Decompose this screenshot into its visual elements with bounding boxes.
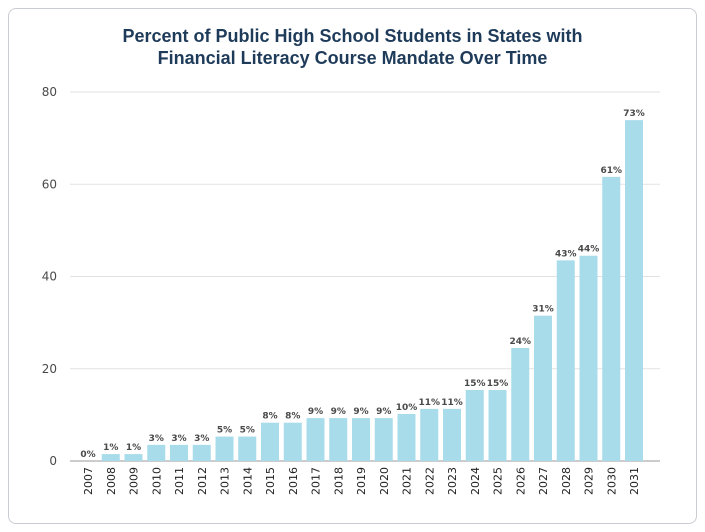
x-tick-label-2012: 2012 xyxy=(196,467,209,495)
bar-2020 xyxy=(374,418,393,461)
data-label-2017: 9% xyxy=(308,407,323,417)
y-axis: 0 20 40 60 80 xyxy=(42,85,57,468)
x-tick-label-2020: 2020 xyxy=(378,467,391,495)
bar-2017 xyxy=(306,418,325,461)
x-tick-label-2028: 2028 xyxy=(560,467,573,495)
x-tick-label-2025: 2025 xyxy=(492,467,505,495)
data-label-2028: 43% xyxy=(555,249,577,259)
x-tick-label-2008: 2008 xyxy=(105,467,118,495)
x-tick-label-2010: 2010 xyxy=(150,467,163,495)
bar-2019 xyxy=(352,418,370,461)
x-axis: 2007 2008 2009 2010 2011 2012 2013 2014 2015 2016… xyxy=(82,467,641,495)
data-label-2022: 11% xyxy=(418,398,440,408)
x-tick-label-2027: 2027 xyxy=(537,467,550,495)
chart-title: Percent of Public High School Students i… xyxy=(0,25,705,69)
bar-2021 xyxy=(397,413,416,461)
x-tick-label-2013: 2013 xyxy=(219,467,232,495)
data-label-2012: 3% xyxy=(194,434,209,444)
x-tick-label-2007: 2007 xyxy=(82,467,95,495)
bar-2030 xyxy=(602,176,621,461)
data-label-2007: 0% xyxy=(80,450,95,460)
x-tick-label-2018: 2018 xyxy=(332,467,345,495)
bar-2008 xyxy=(101,454,120,461)
x-tick-label-2011: 2011 xyxy=(173,467,186,495)
data-label-2015: 8% xyxy=(262,412,277,422)
data-label-2009: 1% xyxy=(126,443,141,453)
bar-2025 xyxy=(488,389,507,461)
bar-2014 xyxy=(238,436,257,461)
data-label-2029: 44% xyxy=(578,245,600,255)
data-label-2018: 9% xyxy=(331,407,346,417)
data-label-2010: 3% xyxy=(149,434,164,444)
y-tick-label: 80 xyxy=(42,85,57,99)
bar-2009 xyxy=(124,454,143,461)
y-tick-label: 40 xyxy=(42,270,57,284)
data-label-2025: 15% xyxy=(487,379,509,389)
bar-2027 xyxy=(534,315,552,461)
x-tick-label-2022: 2022 xyxy=(423,467,436,495)
x-tick-label-2014: 2014 xyxy=(241,467,254,495)
x-tick-label-2009: 2009 xyxy=(128,467,141,495)
x-tick-label-2030: 2030 xyxy=(605,467,618,495)
data-label-2008: 1% xyxy=(103,443,118,453)
bar-2031 xyxy=(625,120,643,461)
data-label-2026: 24% xyxy=(509,337,531,347)
data-label-2011: 3% xyxy=(171,434,186,444)
chart-title-line-2: Financial Literacy Course Mandate Over T… xyxy=(157,48,548,68)
data-label-2019: 9% xyxy=(353,407,368,417)
data-label-2027: 31% xyxy=(532,305,554,315)
data-label-2030: 61% xyxy=(600,166,622,176)
x-tick-label-2031: 2031 xyxy=(628,467,641,495)
bar-2010 xyxy=(147,444,166,461)
y-tick-label: 60 xyxy=(42,177,57,191)
x-tick-label-2015: 2015 xyxy=(264,467,277,495)
chart-title-line-1: Percent of Public High School Students i… xyxy=(122,26,583,46)
bar-2018 xyxy=(329,418,348,461)
data-label-2020: 9% xyxy=(376,407,391,417)
x-tick-label-2026: 2026 xyxy=(514,467,527,495)
x-tick-label-2023: 2023 xyxy=(446,467,459,495)
bar-2026 xyxy=(511,347,530,461)
x-tick-label-2019: 2019 xyxy=(355,467,368,495)
data-label-2021: 10% xyxy=(396,403,418,413)
data-labels: 0%1% 1%3% 3% 3%5% 5%8% 8% 9% 9% 9% 9% 10%11% 11%15%… xyxy=(80,109,644,460)
bar-2012 xyxy=(192,444,211,461)
data-label-2023: 11% xyxy=(441,398,463,408)
bar-2023 xyxy=(443,408,461,461)
y-tick-label: 0 xyxy=(49,454,57,468)
x-tick-label-2016: 2016 xyxy=(287,467,300,495)
bar-2015 xyxy=(261,422,279,461)
bars xyxy=(101,120,643,461)
data-label-2024: 15% xyxy=(464,379,486,389)
data-label-2013: 5% xyxy=(217,426,232,436)
data-label-2014: 5% xyxy=(240,426,255,436)
bar-2022 xyxy=(420,408,439,461)
y-tick-label: 20 xyxy=(42,362,57,376)
bar-2016 xyxy=(283,422,302,461)
bar-2011 xyxy=(170,444,188,461)
bar-2013 xyxy=(215,436,234,461)
bar-2028 xyxy=(556,260,575,461)
bar-2024 xyxy=(465,389,484,461)
x-tick-label-2017: 2017 xyxy=(310,467,323,495)
x-tick-label-2024: 2024 xyxy=(469,467,482,495)
x-tick-label-2029: 2029 xyxy=(583,467,596,495)
bar-2029 xyxy=(579,255,598,461)
x-tick-label-2021: 2021 xyxy=(401,467,414,495)
data-label-2031: 73% xyxy=(623,109,645,119)
data-label-2016: 8% xyxy=(285,412,300,422)
